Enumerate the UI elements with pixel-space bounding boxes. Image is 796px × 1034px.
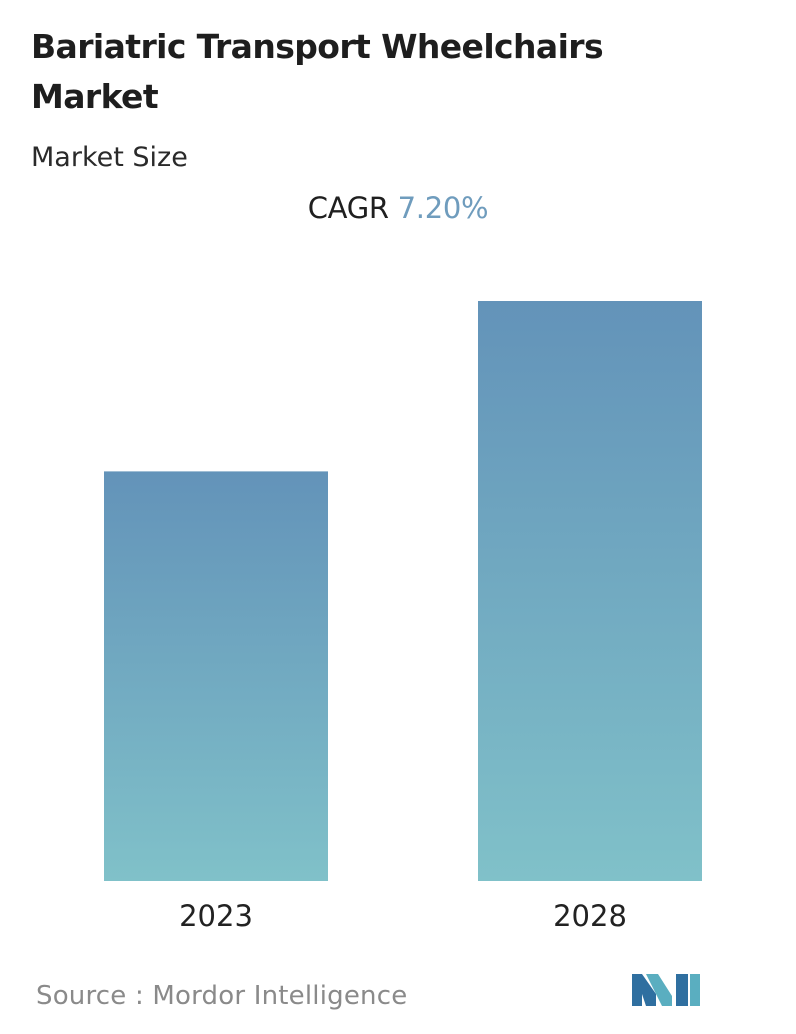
bar-2023 (104, 471, 328, 881)
bar-chart: 2023 2028 (104, 301, 702, 933)
logo-shape-middle (646, 974, 672, 1006)
cagr-value: 7.20% (397, 191, 489, 225)
bar-2028 (478, 301, 702, 881)
x-axis-ticks: 2023 2028 (179, 899, 627, 933)
logo-shape-left (632, 974, 656, 1006)
chart-title: Bariatric Transport Wheelchairs Market (31, 27, 604, 116)
cagr-text: CAGR 7.20% (0, 186, 796, 230)
mordor-intelligence-logo (632, 974, 700, 1006)
logo-shape-right (676, 974, 688, 1006)
cagr-label: CAGR (307, 191, 389, 225)
logo-shape-accent (690, 974, 700, 1006)
x-tick-label-2023: 2023 (179, 899, 253, 933)
x-tick-label-2028: 2028 (553, 899, 627, 933)
chart-subtitle: Market Size (31, 142, 188, 173)
source-text: Source : Mordor Intelligence (36, 981, 408, 1011)
bars-group (104, 301, 702, 881)
